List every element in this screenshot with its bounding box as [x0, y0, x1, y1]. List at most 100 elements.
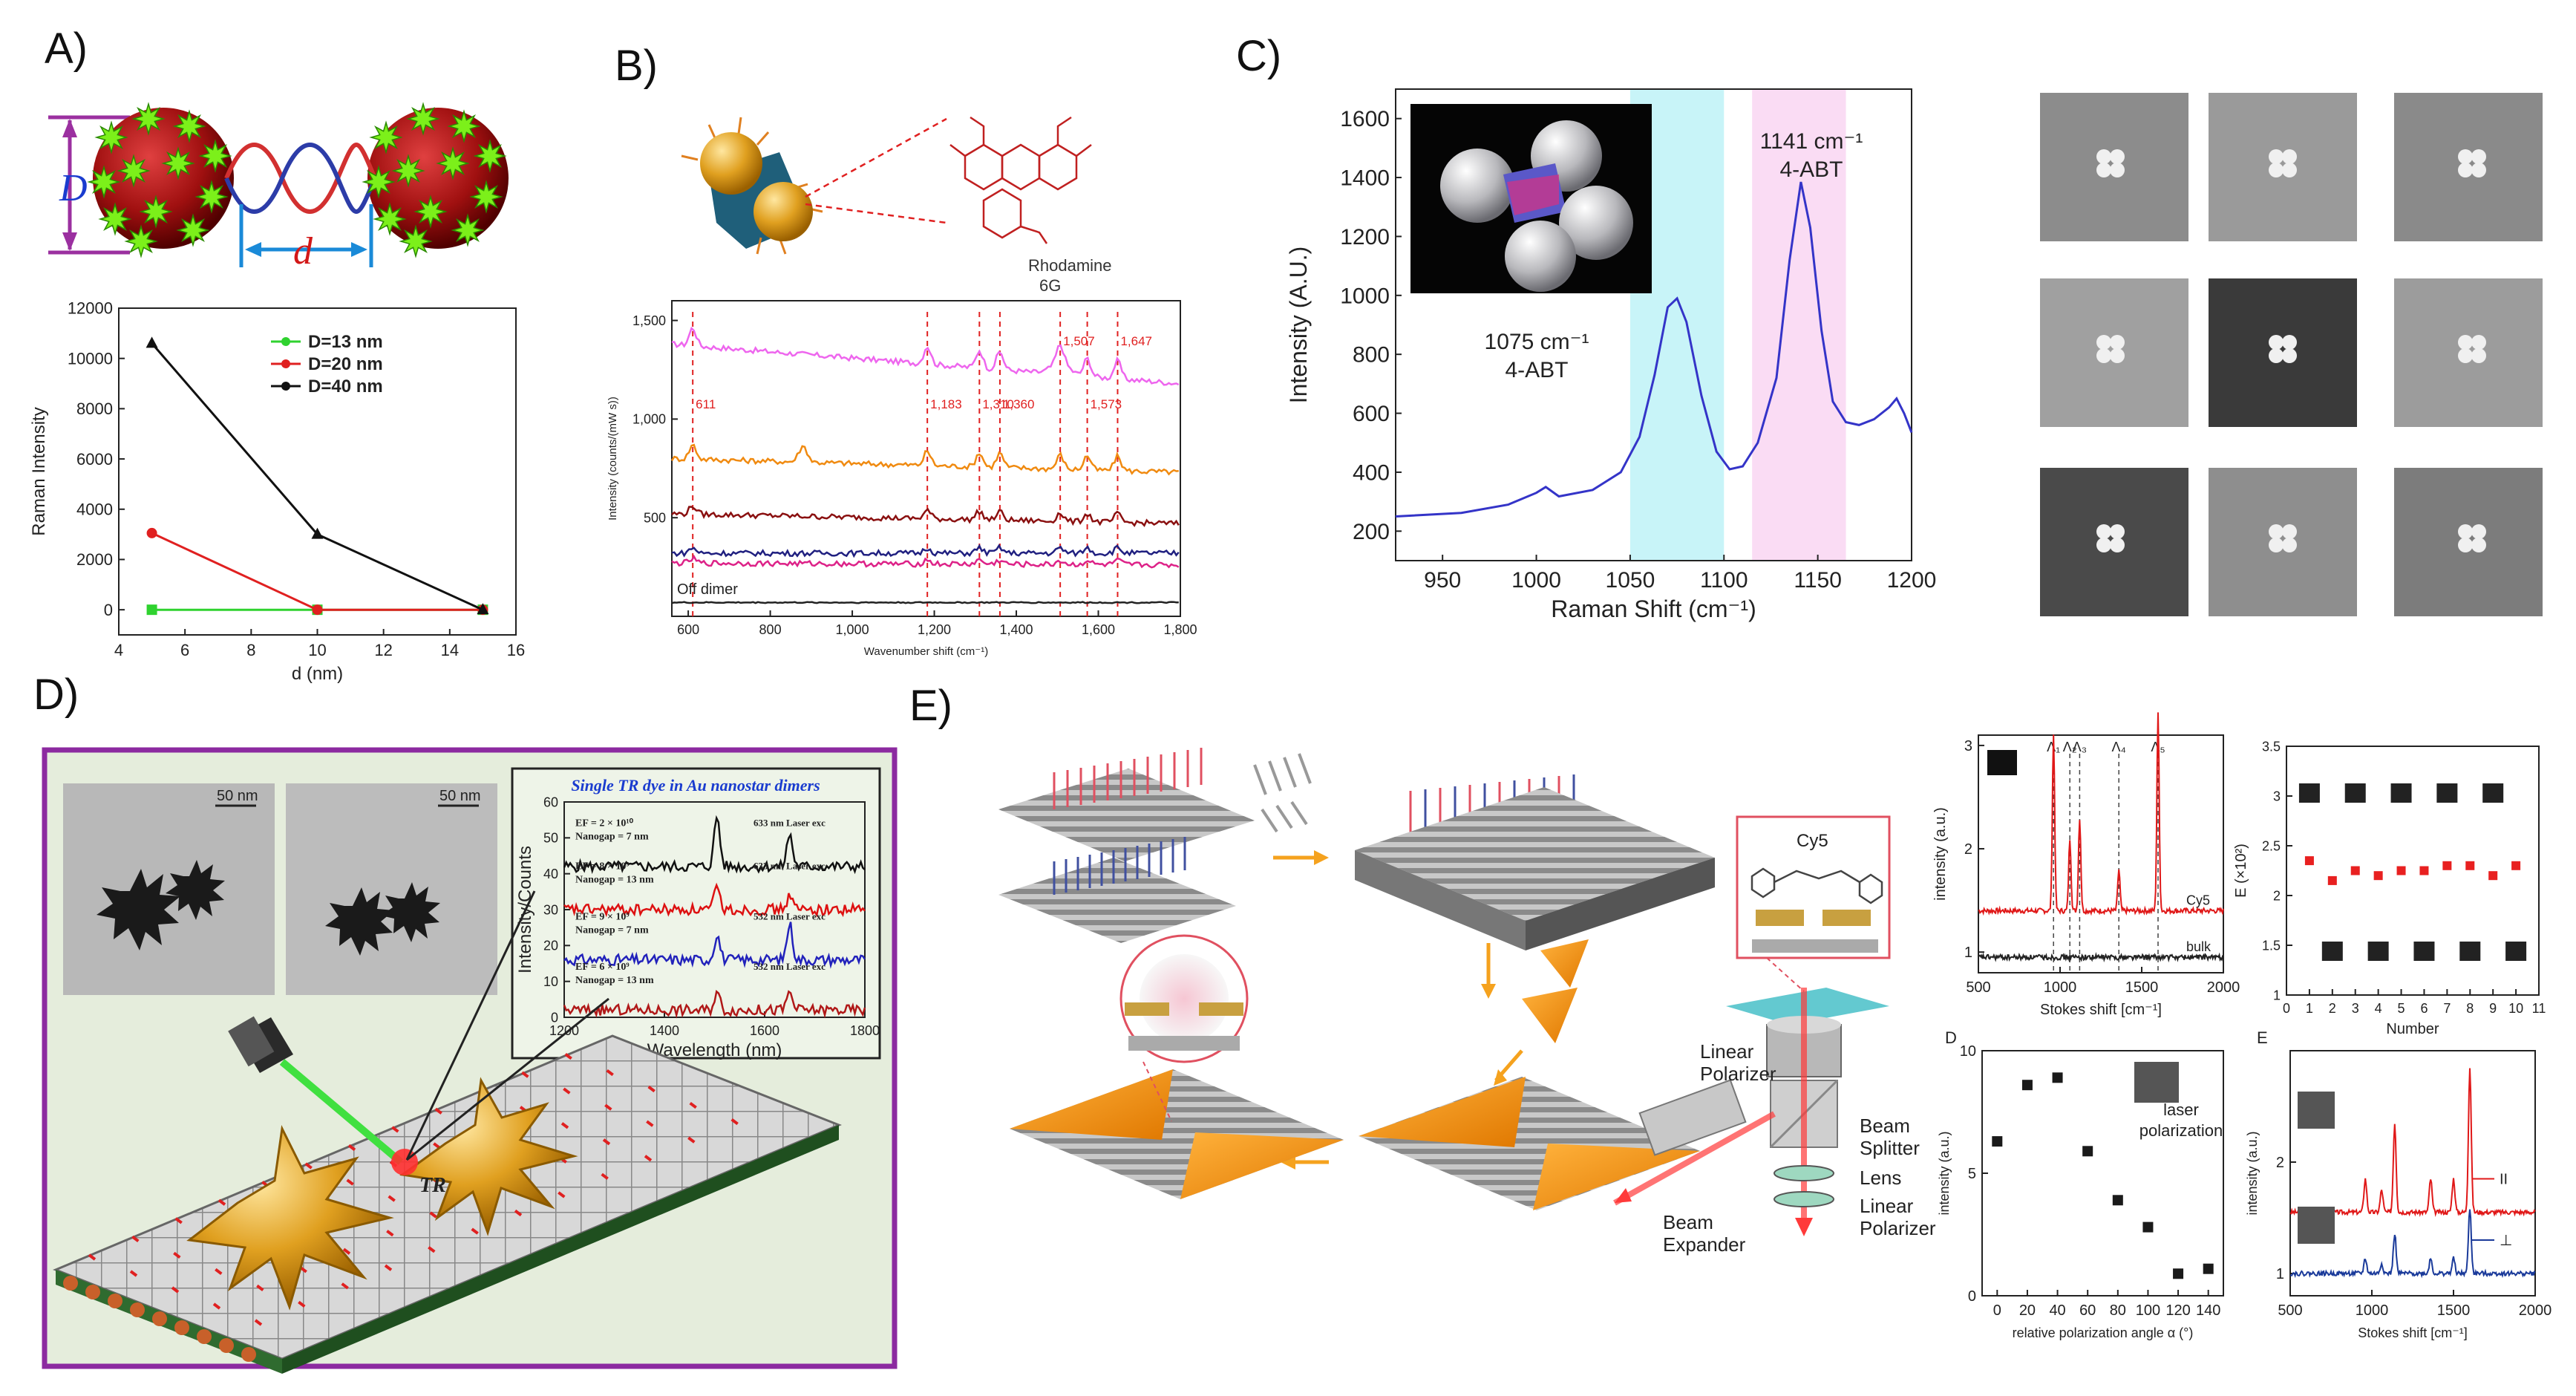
ef-label: EF = 8 × 10⁹ — [575, 861, 630, 872]
red-dash — [564, 1052, 572, 1060]
tr-dye-hotspot — [391, 1149, 418, 1175]
panel-label-a: A) — [45, 25, 88, 73]
dna-staples-bundle — [1253, 753, 1312, 833]
beam-expander-label-2: Expander — [1663, 1233, 1746, 1256]
red-dash — [646, 1120, 654, 1127]
data-point — [2396, 866, 2406, 875]
origami-bowtie-right — [1359, 1077, 1700, 1210]
x-tick-label: 1600 — [750, 1023, 779, 1038]
off-dimer-label: Off dimer — [677, 581, 738, 598]
x-tick-label: 1,800 — [1163, 622, 1197, 637]
x-tick-label: 60 — [2079, 1302, 2096, 1319]
series-label: Cy5 — [2186, 893, 2210, 908]
peak-annotation: 4-ABT — [1505, 358, 1568, 382]
data-point — [2373, 871, 2383, 881]
nanoparticle — [2096, 149, 2111, 164]
x-tick-label: 0 — [1993, 1302, 2001, 1319]
linear-polarizer-label-1: Linear — [1700, 1040, 1754, 1063]
nanoparticle — [2269, 348, 2284, 363]
data-point — [146, 336, 158, 348]
marker-label: Λ₄ — [2112, 740, 2126, 754]
linear-polarizer-bottom-label-2: Polarizer — [1860, 1217, 1936, 1239]
lens-label: Lens — [1860, 1167, 1901, 1189]
x-tick-label: 2 — [2329, 1001, 2336, 1016]
red-dash — [471, 1227, 479, 1235]
y-tick-label: 500 — [644, 510, 666, 525]
raman-reporter-star — [436, 146, 470, 180]
data-point — [2327, 875, 2337, 885]
data-point — [2465, 861, 2475, 870]
red-dash — [521, 1071, 529, 1078]
gold-sphere-1 — [700, 132, 762, 195]
gold-prism-1 — [1540, 939, 1589, 988]
nanoparticle — [2110, 348, 2125, 363]
red-dash — [298, 1300, 306, 1308]
y-tick-label: 0 — [1968, 1288, 1976, 1305]
tem-scalebar-1: 50 nm — [217, 788, 258, 804]
cy5-inset-box — [1736, 815, 1891, 959]
red-dash — [602, 1138, 611, 1146]
y-tick-label: 1,500 — [632, 313, 666, 328]
nanoparticle — [2458, 163, 2473, 177]
raman-reporter-star — [362, 165, 396, 199]
data-point — [2052, 1072, 2063, 1083]
spectrum-line — [1978, 952, 2224, 963]
y-axis-label: Intensity (counts/(mW s)) — [607, 397, 619, 521]
x-tick-label: 4 — [114, 641, 123, 659]
legend-marker — [281, 382, 290, 391]
data-point — [2304, 856, 2314, 866]
x-tick-label: 10 — [2508, 1001, 2523, 1016]
nanogap-label: Nanogap = 7 nm — [575, 924, 649, 936]
chart-c-raman-shift: 950 1000 1050 1100 1150 1200 200 400 600 800 1000 1… — [1285, 88, 1936, 622]
red-dash — [173, 1251, 181, 1259]
data-point — [2082, 1146, 2093, 1157]
plot-frame — [1395, 88, 1912, 561]
peak-label: 1,310 — [982, 397, 1014, 411]
x-tick-label: 1,600 — [1082, 622, 1115, 637]
x-tick-label: 1150 — [1794, 568, 1842, 593]
red-dash — [647, 1085, 656, 1093]
y-tick-label: 5 — [1968, 1166, 1976, 1182]
nanoparticle — [2282, 335, 2297, 350]
nanoparticle — [2458, 524, 2473, 539]
subpanel-letter: E — [2257, 1028, 2268, 1047]
bowtie-thumbnail — [2321, 942, 2343, 961]
laser-label: 532 nm Laser exc — [753, 961, 826, 972]
x-axis-label: d (nm) — [292, 664, 343, 684]
perpendicular-inset — [2298, 1207, 2335, 1244]
nanogap-label: Nanogap = 7 nm — [575, 832, 649, 843]
inset-title: Single TR dye in Au nanostar dimers — [571, 776, 820, 795]
beam-splitter-label-2: Splitter — [1860, 1137, 1920, 1159]
nanoparticle-dimer-diagram: D d — [48, 102, 509, 273]
red-dash — [644, 1155, 653, 1162]
x-tick-label: 4 — [2375, 1001, 2382, 1016]
chart-e-cy5-spectra: 500 1000 1500 2000 1 2 3 Stokes shift [cm⁻¹] int… — [1932, 712, 2240, 1018]
series-label: bulk — [2186, 939, 2211, 954]
subpanel-letter: D — [1945, 1028, 1957, 1047]
y-tick-label: 12000 — [68, 299, 113, 318]
x-tick-label: 2000 — [2519, 1302, 2552, 1319]
nanoparticle — [2110, 538, 2125, 552]
nanoparticle — [2458, 538, 2473, 552]
nanoparticle — [2282, 163, 2297, 177]
x-tick-label: 1000 — [1511, 568, 1561, 593]
nanoparticle — [2471, 163, 2486, 177]
x-axis-label: Raman Shift (cm⁻¹) — [1551, 596, 1756, 622]
y-tick-label: 1200 — [1340, 225, 1390, 249]
nanoparticle — [2282, 149, 2297, 164]
x-tick-label: 7 — [2443, 1001, 2451, 1016]
ef-label: EF = 9 × 10⁹ — [575, 911, 630, 922]
y-tick-label: 1600 — [1340, 107, 1390, 131]
peak-label: 611 — [696, 397, 716, 411]
bowtie-inset — [1987, 750, 2017, 775]
data-point — [2173, 1268, 2184, 1279]
peak-label: 1,647 — [1120, 334, 1152, 348]
x-tick-label: 1800 — [850, 1023, 880, 1038]
data-point — [146, 604, 157, 616]
red-dash — [429, 1211, 437, 1219]
laser-label: 633 nm Laser exc — [753, 861, 826, 872]
legend-entry: II — [2500, 1172, 2508, 1188]
red-dash — [131, 1235, 140, 1243]
x-tick-label: 6 — [2420, 1001, 2428, 1016]
x-axis-label: Stokes shift [cm⁻¹] — [2358, 1325, 2468, 1340]
